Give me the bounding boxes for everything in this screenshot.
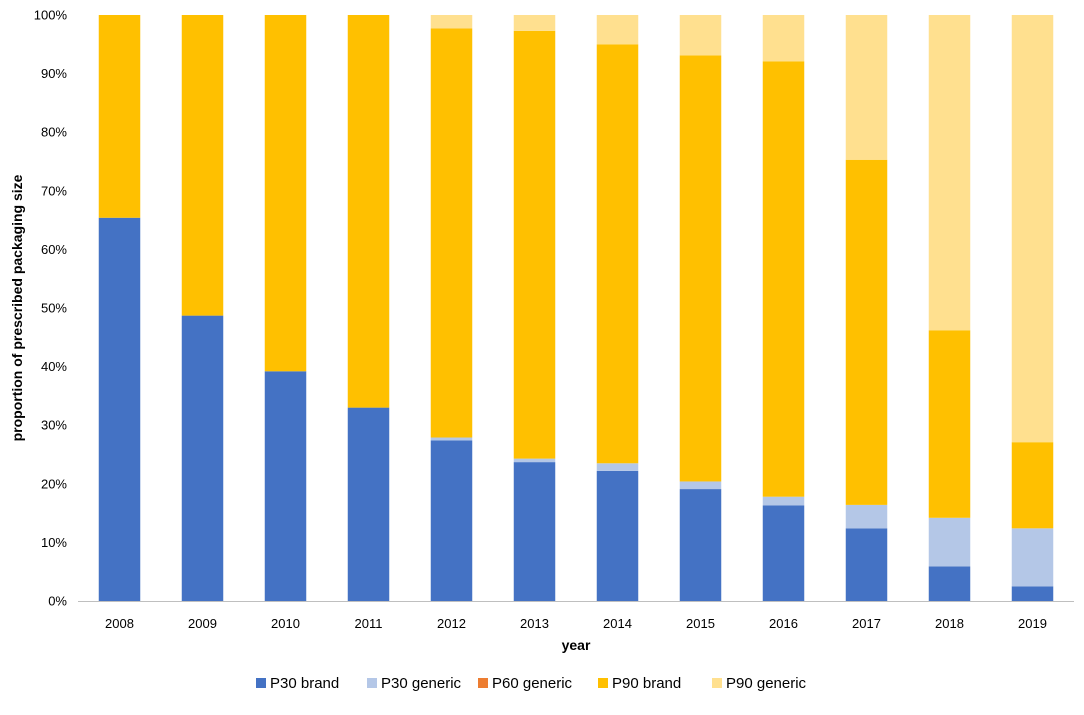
x-tick-label: 2016 <box>769 616 798 631</box>
bar-segment-p30-generic <box>1011 528 1054 587</box>
x-tick-label: 2012 <box>437 616 466 631</box>
x-tick-label: 2018 <box>935 616 964 631</box>
bar-segment-p90-brand <box>181 15 224 316</box>
x-tick-label: 2013 <box>520 616 549 631</box>
bar-segment-p90-brand <box>264 15 307 372</box>
legend-swatch <box>598 678 608 688</box>
bar-stack-2013 <box>513 15 556 601</box>
y-tick-label: 90% <box>41 66 67 81</box>
bar-segment-p30-brand <box>98 217 141 602</box>
bar-segment-p30-generic <box>762 496 805 506</box>
x-axis-title: year <box>562 637 591 653</box>
bar-segment-p30-generic <box>679 481 722 490</box>
bar-segment-p90-generic <box>1011 15 1054 443</box>
bar-stack-2011 <box>347 15 390 601</box>
x-axis-ticks: 2008 2009 2010 2011 2012 2013 2014 2015 2016 2017… <box>105 616 1047 631</box>
bar-segment-p30-brand <box>845 528 888 601</box>
bar-segment-p30-brand <box>928 566 971 601</box>
bar-stack-2012 <box>430 15 473 601</box>
bar-segment-p30-brand <box>181 315 224 601</box>
bar-segment-p90-brand <box>596 44 639 464</box>
bar-segment-p30-generic <box>513 458 556 463</box>
legend-swatch <box>367 678 377 688</box>
y-tick-label: 40% <box>41 359 67 374</box>
y-tick-label: 0% <box>48 594 67 609</box>
x-tick-label: 2017 <box>852 616 881 631</box>
bar-segment-p30-generic <box>845 504 888 529</box>
y-tick-label: 20% <box>41 476 67 491</box>
bar-segment-p90-generic <box>762 15 805 62</box>
legend-item: P90 generic <box>712 675 807 692</box>
bar-segment-p30-brand <box>679 489 722 601</box>
bar-segment-p90-brand <box>98 15 141 218</box>
legend-label: P90 generic <box>726 675 807 692</box>
bars-layer <box>98 15 1054 602</box>
bar-segment-p90-brand <box>762 61 805 497</box>
bar-segment-p90-generic <box>679 15 722 56</box>
bar-segment-p90-brand <box>679 55 722 482</box>
legend-item: P90 brand <box>598 675 681 692</box>
bar-stack-2010 <box>264 15 307 601</box>
y-tick-label: 30% <box>41 418 67 433</box>
bar-stack-2015 <box>679 15 722 601</box>
y-axis-title: proportion of prescribed packaging size <box>9 174 25 441</box>
bar-segment-p30-brand <box>596 470 639 601</box>
x-tick-label: 2010 <box>271 616 300 631</box>
bar-segment-p30-generic <box>430 437 473 441</box>
legend-label: P90 brand <box>612 675 681 692</box>
bar-stack-2014 <box>596 15 639 601</box>
bar-segment-p30-brand <box>264 371 307 601</box>
y-tick-label: 60% <box>41 242 67 257</box>
bar-segment-p30-generic <box>928 517 971 567</box>
bar-stack-2009 <box>181 15 224 601</box>
bar-segment-p90-brand <box>430 28 473 438</box>
legend-label: P30 generic <box>381 675 462 692</box>
legend-item: P60 generic <box>478 675 573 692</box>
y-tick-label: 70% <box>41 183 67 198</box>
legend-label: P60 generic <box>492 675 573 692</box>
bar-segment-p30-brand <box>762 505 805 601</box>
y-tick-label: 80% <box>41 125 67 140</box>
y-tick-label: 50% <box>41 301 67 316</box>
bar-segment-p90-brand <box>845 159 888 505</box>
bar-segment-p90-generic <box>596 15 639 45</box>
legend-label: P30 brand <box>270 675 339 692</box>
bar-segment-p90-generic <box>513 15 556 31</box>
bar-segment-p90-brand <box>513 30 556 459</box>
bar-stack-2019 <box>1011 15 1054 601</box>
bar-stack-2008 <box>98 15 141 602</box>
bar-segment-p30-generic <box>596 463 639 471</box>
x-tick-label: 2019 <box>1018 616 1047 631</box>
bar-segment-p90-generic <box>928 15 971 331</box>
legend-swatch <box>478 678 488 688</box>
bar-stack-2018 <box>928 15 971 601</box>
y-tick-label: 100% <box>34 8 68 23</box>
bar-segment-p90-generic <box>430 15 473 29</box>
x-tick-label: 2011 <box>355 616 383 631</box>
bar-segment-p30-brand <box>430 440 473 601</box>
x-tick-label: 2014 <box>603 616 632 631</box>
x-tick-label: 2015 <box>686 616 715 631</box>
bar-segment-p30-brand <box>513 462 556 601</box>
legend-swatch <box>256 678 266 688</box>
y-tick-label: 10% <box>41 535 67 550</box>
legend-item: P30 generic <box>367 675 462 692</box>
x-tick-label: 2008 <box>105 616 134 631</box>
bar-segment-p30-brand <box>347 407 390 601</box>
legend: P30 brand P30 generic P60 generic P90 brand… <box>256 675 807 692</box>
bar-segment-p90-brand <box>928 330 971 518</box>
legend-swatch <box>712 678 722 688</box>
bar-stack-2016 <box>762 15 805 601</box>
bar-segment-p90-brand <box>1011 442 1054 529</box>
bar-segment-p90-brand <box>347 15 390 408</box>
bar-segment-p90-generic <box>845 15 888 160</box>
legend-item: P30 brand <box>256 675 339 692</box>
bar-segment-p30-brand <box>1011 586 1054 601</box>
y-axis-ticks: 0% 10% 20% 30% 40% 50% 60% 70% 80% 90% 100% <box>34 8 68 609</box>
bar-stack-2017 <box>845 15 888 601</box>
x-tick-label: 2009 <box>188 616 217 631</box>
